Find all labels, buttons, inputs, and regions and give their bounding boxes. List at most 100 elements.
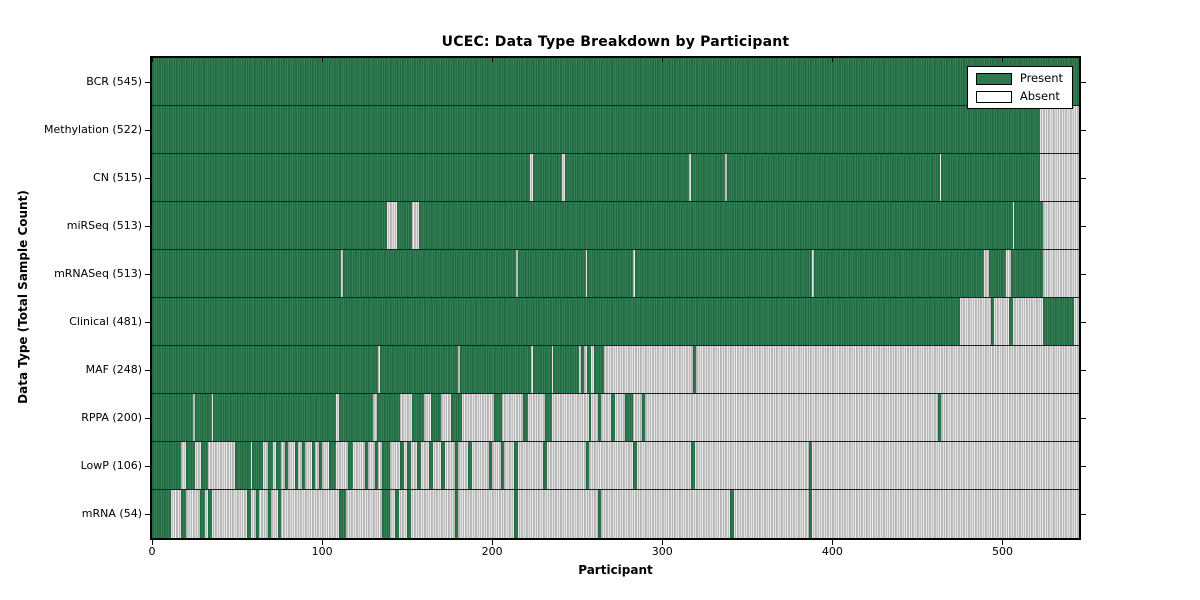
present-segment (544, 394, 552, 441)
legend-entry-present: Present (975, 72, 1063, 85)
present-segment (347, 442, 353, 489)
y-tick-mark (1081, 226, 1086, 227)
present-segment (580, 346, 585, 393)
y-tick-mark (145, 178, 150, 179)
x-tick-mark-top (152, 58, 153, 62)
present-segment (730, 490, 734, 538)
y-tick-mark (1081, 370, 1086, 371)
present-segment (152, 154, 530, 201)
present-segment (543, 442, 547, 489)
y-tick-mark (1081, 82, 1086, 83)
y-tick-mark (1081, 418, 1086, 419)
present-segment (152, 106, 1040, 153)
present-segment (301, 442, 306, 489)
y-tick-label-RPPA: RPPA (200) (81, 411, 142, 424)
present-segment (585, 442, 590, 489)
present-segment (252, 442, 263, 489)
present-segment (594, 346, 605, 393)
present-segment (396, 202, 413, 249)
present-segment (381, 490, 391, 538)
heatmap-row-RPPA (152, 394, 1079, 442)
present-segment (597, 394, 602, 441)
present-segment (1043, 298, 1074, 345)
y-tick-mark (145, 274, 150, 275)
present-segment (417, 442, 421, 489)
y-tick-label-LowP: LowP (106) (80, 459, 142, 472)
y-tick-mark (1081, 466, 1086, 467)
present-segment (376, 394, 401, 441)
heatmap-row-miRSeq (152, 202, 1079, 250)
present-segment (152, 490, 171, 538)
present-segment (691, 442, 695, 489)
heatmap-row-MAF (152, 346, 1079, 394)
x-tick-mark (322, 540, 324, 545)
present-segment (429, 442, 433, 489)
present-segment (451, 394, 462, 441)
present-segment (339, 394, 374, 441)
present-segment (597, 490, 602, 538)
present-segment (941, 154, 1040, 201)
present-segment (726, 154, 940, 201)
x-tick-label-400: 400 (821, 545, 843, 558)
present-segment (267, 442, 273, 489)
present-segment (692, 346, 697, 393)
heatmap-row-LowP (152, 442, 1079, 490)
present-segment (311, 442, 316, 489)
present-segment (379, 346, 459, 393)
present-segment (587, 346, 591, 393)
present-segment (459, 346, 532, 393)
legend: Present Absent (966, 66, 1073, 109)
heatmap-row-Clinical (152, 298, 1079, 346)
y-tick-mark (145, 370, 150, 371)
present-segment (247, 490, 251, 538)
heatmap-row-CN (152, 154, 1079, 202)
present-segment (328, 442, 336, 489)
y-tick-mark (145, 130, 150, 131)
present-segment (611, 394, 615, 441)
x-tick-mark-top (832, 58, 834, 62)
y-tick-mark (1081, 130, 1086, 131)
y-tick-mark (145, 418, 150, 419)
present-segment (412, 394, 425, 441)
present-segment (152, 58, 1079, 105)
heatmap-row-mRNASeq (152, 250, 1079, 298)
present-segment (813, 250, 984, 297)
present-segment (374, 442, 379, 489)
y-tick-mark (145, 322, 150, 323)
present-segment (514, 490, 518, 538)
present-segment (267, 490, 272, 538)
present-segment (565, 154, 690, 201)
present-segment (339, 490, 346, 538)
y-tick-label-miRSeq: miRSeq (513) (66, 219, 142, 232)
present-segment (318, 442, 323, 489)
present-segment (1014, 202, 1044, 249)
chart-title: UCEC: Data Type Breakdown by Participant (441, 34, 790, 50)
y-tick-label-mRNA: mRNA (54) (81, 507, 142, 520)
heatmap-row-BCR (152, 58, 1079, 106)
present-segment (276, 442, 282, 489)
present-segment (454, 442, 459, 489)
x-tick-label-100: 100 (311, 545, 333, 558)
present-segment (407, 442, 411, 489)
present-segment (152, 202, 387, 249)
present-segment (500, 442, 505, 489)
present-swatch-icon (975, 72, 1012, 85)
present-segment (199, 490, 205, 538)
y-axis-label: Data Type (Total Sample Count) (16, 190, 30, 404)
present-segment (430, 394, 442, 441)
present-segment (381, 442, 391, 489)
y-tick-label-MAF: MAF (248) (85, 363, 142, 376)
present-segment (488, 442, 493, 489)
x-tick-mark (152, 540, 153, 545)
present-segment (284, 442, 289, 489)
present-segment (255, 490, 260, 538)
y-tick-label-Clinical: Clinical (481) (69, 315, 142, 328)
y-tick-mark (145, 82, 150, 83)
legend-absent-label: Absent (1019, 89, 1060, 103)
present-segment (201, 442, 209, 489)
y-tick-mark (145, 514, 150, 515)
present-segment (395, 490, 399, 538)
x-tick-mark (832, 540, 834, 545)
present-segment (641, 394, 646, 441)
heatmap-rows (152, 58, 1079, 538)
